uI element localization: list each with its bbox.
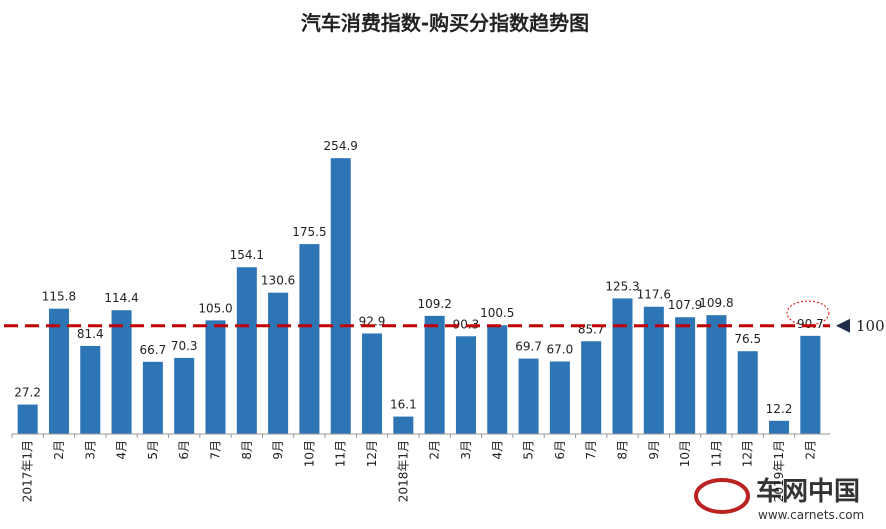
value-label: 107.9 — [668, 298, 702, 312]
x-tick-label: 7月 — [584, 440, 598, 460]
watermark-url: www.carnets.com — [758, 508, 864, 522]
x-tick-label: 5月 — [522, 440, 536, 460]
reference-marker — [836, 318, 850, 333]
value-label: 114.4 — [104, 291, 138, 305]
bar — [800, 335, 821, 434]
x-tick-label: 7月 — [209, 440, 223, 460]
chart-title: 汽车消费指数-购买分指数趋势图 — [301, 11, 589, 35]
x-tick-label: 9月 — [647, 440, 661, 460]
value-label: 76.5 — [734, 332, 761, 346]
bar — [142, 361, 163, 434]
bar — [80, 345, 101, 434]
reference-label: 100 — [856, 317, 885, 335]
value-label: 100.5 — [480, 306, 514, 320]
value-label: 117.6 — [637, 288, 671, 302]
value-label: 254.9 — [324, 139, 358, 153]
bar — [737, 351, 758, 434]
value-label: 90.7 — [797, 317, 824, 331]
value-label: 90.3 — [453, 317, 480, 331]
x-tick-label: 2018年1月 — [396, 440, 410, 502]
bar — [706, 315, 727, 434]
x-tick-label: 2017年1月 — [21, 440, 35, 502]
value-label: 125.3 — [605, 279, 639, 293]
value-label: 70.3 — [171, 339, 198, 353]
value-label: 67.0 — [547, 342, 574, 356]
x-tick-label: 9月 — [271, 440, 285, 460]
value-label: 69.7 — [515, 340, 542, 354]
x-tick-label: 6月 — [177, 440, 191, 460]
x-tick-label: 8月 — [240, 440, 254, 460]
x-tick-label: 10月 — [678, 440, 692, 467]
bar — [205, 320, 226, 434]
logo — [694, 478, 750, 514]
x-tick-label: 3月 — [459, 440, 473, 460]
bar — [48, 308, 69, 434]
bar — [236, 267, 257, 434]
x-tick-label: 12月 — [741, 440, 755, 467]
value-label: 27.2 — [14, 386, 41, 400]
watermark-name: 车网中国 — [756, 476, 860, 507]
bar — [612, 298, 633, 434]
bar — [581, 341, 602, 434]
x-tick-label: 5月 — [146, 440, 160, 460]
value-label: 81.4 — [77, 327, 104, 341]
x-tick-label: 2月 — [803, 440, 817, 460]
x-tick-label: 11月 — [709, 440, 723, 467]
x-tick-label: 11月 — [334, 440, 348, 467]
x-tick-label: 2019年1月 — [772, 440, 786, 502]
bar — [643, 306, 664, 434]
x-tick-label: 12月 — [365, 440, 379, 467]
value-label: 12.2 — [766, 402, 793, 416]
x-tick-label: 10月 — [302, 440, 316, 467]
value-label: 130.6 — [261, 274, 295, 288]
bar — [268, 292, 289, 434]
x-tick-label: 6月 — [553, 440, 567, 460]
x-tick-label: 8月 — [616, 440, 630, 460]
bar — [393, 416, 414, 434]
value-label: 109.8 — [699, 296, 733, 310]
bar — [455, 336, 476, 434]
x-tick-label: 4月 — [490, 440, 504, 460]
bar — [17, 404, 38, 434]
bar — [174, 357, 195, 434]
value-label: 16.1 — [390, 398, 417, 412]
bar — [769, 420, 790, 434]
bar — [487, 325, 508, 434]
value-label: 175.5 — [292, 225, 326, 239]
value-label: 115.8 — [42, 290, 76, 304]
bar — [299, 244, 320, 434]
value-label: 109.2 — [417, 297, 451, 311]
value-label: 66.7 — [140, 343, 167, 357]
bar — [111, 310, 132, 434]
bar — [549, 361, 570, 434]
x-tick-label: 2月 — [428, 440, 442, 460]
x-tick-label: 4月 — [115, 440, 129, 460]
bar — [424, 315, 445, 434]
watermark: 车网中国 www.carnets.com — [694, 476, 864, 522]
value-label: 105.0 — [198, 301, 232, 315]
bar — [518, 358, 539, 434]
value-label: 154.1 — [230, 248, 264, 262]
bar — [362, 333, 383, 434]
x-tick-label: 3月 — [83, 440, 97, 460]
x-tick-label: 2月 — [52, 440, 66, 460]
highlight-circle — [786, 300, 830, 326]
bar — [330, 158, 351, 434]
bar — [675, 317, 696, 434]
